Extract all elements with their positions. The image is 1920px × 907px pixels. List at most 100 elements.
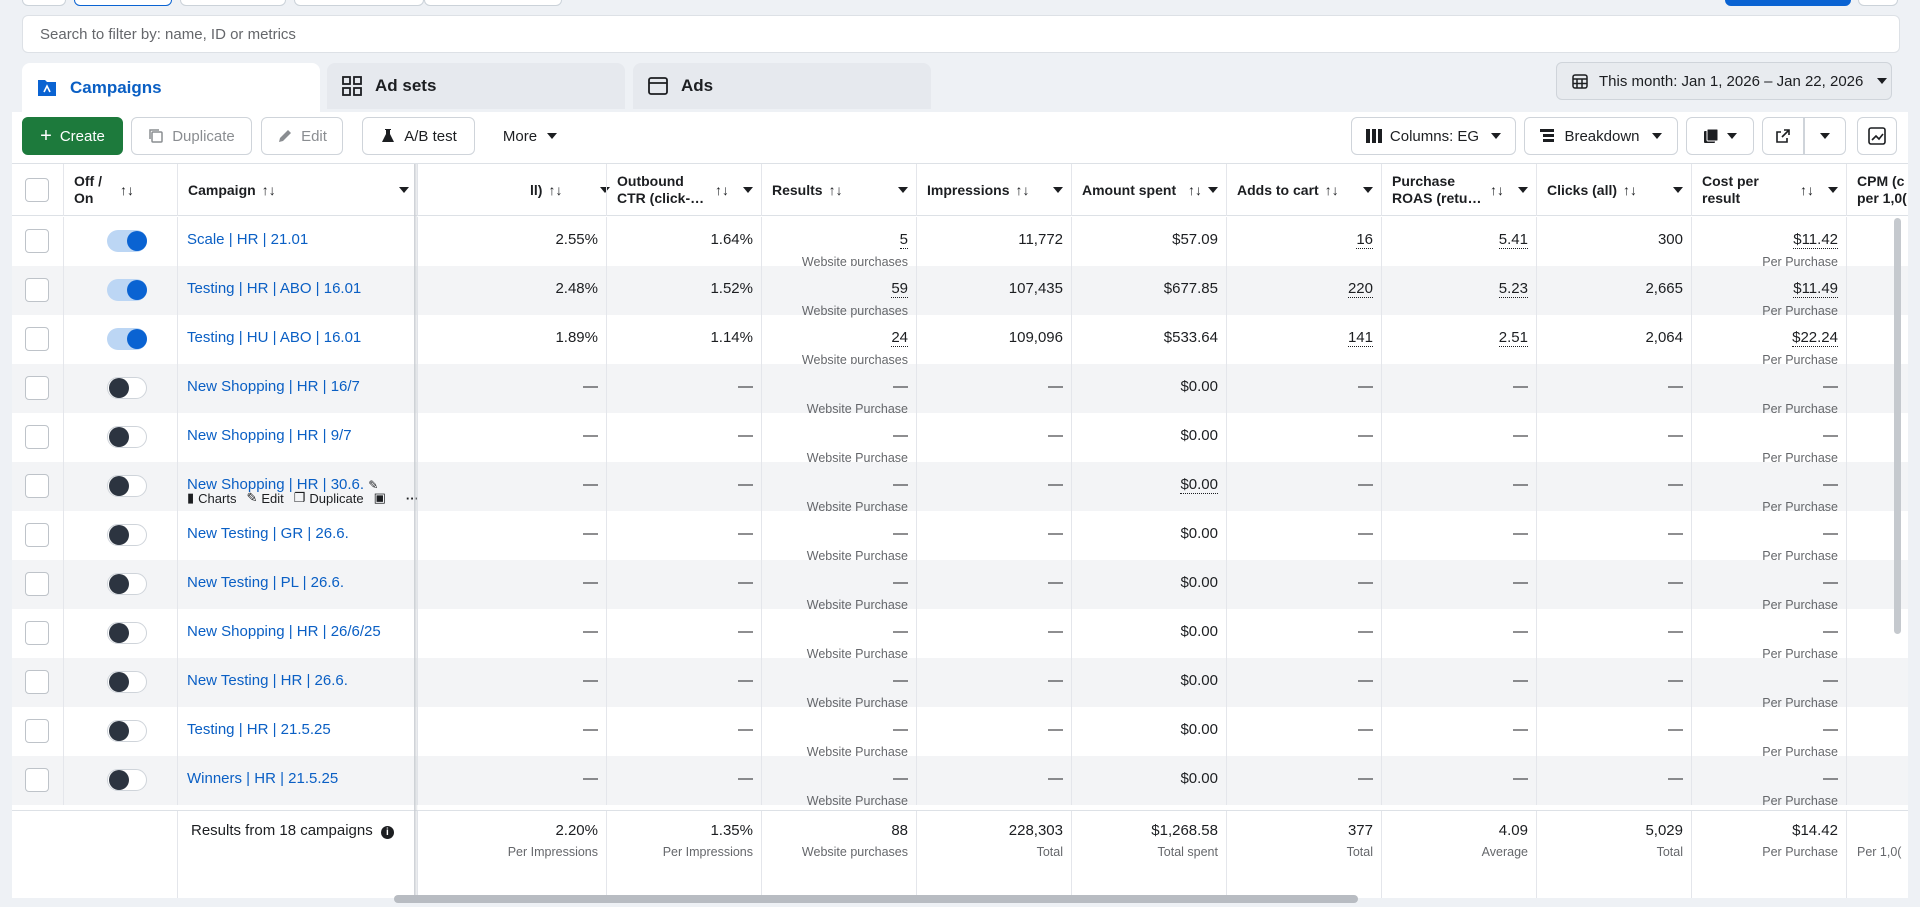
delivery-toggle[interactable] bbox=[107, 230, 147, 252]
sort-icon[interactable]: ↑↓ bbox=[1188, 181, 1202, 198]
row-checkbox[interactable] bbox=[25, 229, 49, 253]
header-select-all[interactable] bbox=[12, 164, 63, 216]
table-row[interactable]: New Shopping | HR | 16/7 — — — Website Purch… bbox=[12, 364, 1908, 416]
charts-action[interactable]: ▮ Charts bbox=[187, 490, 236, 506]
delivery-toggle[interactable] bbox=[107, 573, 147, 595]
sort-icon[interactable]: ↑↓ bbox=[1800, 181, 1814, 198]
header-ctr-all[interactable]: ll) ↑↓ bbox=[417, 164, 618, 216]
table-row[interactable]: Winners | HR | 21.5.25 — — — Website Purchas… bbox=[12, 756, 1908, 808]
row-checkbox[interactable] bbox=[25, 719, 49, 743]
date-range-picker[interactable]: This month: Jan 1, 2026 – Jan 22, 2026 bbox=[1556, 62, 1892, 100]
sort-icon[interactable]: ↑↓ bbox=[548, 181, 563, 198]
sort-icon[interactable]: ↑↓ bbox=[828, 181, 843, 198]
delivery-toggle[interactable] bbox=[107, 328, 147, 350]
chevron-down-icon[interactable] bbox=[1518, 187, 1528, 193]
sort-icon[interactable]: ↑↓ bbox=[715, 181, 729, 198]
breakdown-button[interactable]: Breakdown bbox=[1524, 117, 1678, 155]
table-row[interactable]: New Testing | PL | 26.6. — — — Website Purch… bbox=[12, 560, 1908, 612]
top-button-6[interactable] bbox=[1858, 0, 1898, 6]
chevron-down-icon[interactable] bbox=[1208, 187, 1218, 193]
row-checkbox[interactable] bbox=[25, 523, 49, 547]
row-checkbox[interactable] bbox=[25, 278, 49, 302]
campaign-name-link[interactable]: New Testing | GR | 26.6. bbox=[187, 525, 349, 542]
delivery-toggle[interactable] bbox=[107, 377, 147, 399]
campaign-name-link[interactable]: New Testing | PL | 26.6. bbox=[187, 574, 345, 591]
chevron-down-icon[interactable] bbox=[1363, 187, 1373, 193]
header-adds-to-cart[interactable]: Adds to cart ↑↓ bbox=[1226, 164, 1381, 216]
header-outbound-ctr[interactable]: Outbound CTR (click-… ↑↓ bbox=[606, 164, 761, 216]
top-primary-button[interactable] bbox=[1725, 0, 1851, 6]
row-checkbox[interactable] bbox=[25, 474, 49, 498]
duplicate-button[interactable]: Duplicate bbox=[131, 117, 252, 155]
table-row[interactable]: Scale | HR | 21.01 2.55% 1.64% 5 Website pur… bbox=[12, 217, 1908, 269]
row-checkbox[interactable] bbox=[25, 425, 49, 449]
campaign-name-link[interactable]: New Testing | HR | 26.6. bbox=[187, 672, 348, 689]
campaign-name-link[interactable]: New Shopping | HR | 9/7 bbox=[187, 427, 352, 444]
header-cpm[interactable]: CPM (c per 1,0( bbox=[1846, 164, 1908, 216]
campaign-name-link[interactable]: Winners | HR | 21.5.25 bbox=[187, 770, 339, 787]
campaign-name-link[interactable]: New Shopping | HR | 30.6. bbox=[187, 476, 365, 493]
more-button[interactable]: More bbox=[489, 117, 571, 155]
table-row[interactable]: New Shopping | HR | 9/7 — — — Website Purcha… bbox=[12, 413, 1908, 465]
delivery-toggle[interactable] bbox=[107, 622, 147, 644]
header-results[interactable]: Results ↑↓ bbox=[761, 164, 916, 216]
top-button-3[interactable] bbox=[180, 0, 286, 6]
header-cost-per-result[interactable]: Cost per result ↑↓ bbox=[1691, 164, 1846, 216]
top-button-1[interactable] bbox=[22, 0, 66, 6]
row-checkbox[interactable] bbox=[25, 621, 49, 645]
row-checkbox[interactable] bbox=[25, 572, 49, 596]
horizontal-scrollbar[interactable] bbox=[394, 895, 1358, 903]
chevron-down-icon[interactable] bbox=[399, 187, 409, 193]
tab-ad-sets[interactable]: Ad sets bbox=[327, 63, 625, 109]
columns-button[interactable]: Columns: EG bbox=[1351, 117, 1516, 155]
sort-icon[interactable]: ↑↓ bbox=[120, 181, 134, 198]
header-clicks-all[interactable]: Clicks (all) ↑↓ bbox=[1536, 164, 1691, 216]
top-button-4[interactable] bbox=[294, 0, 424, 6]
delivery-toggle[interactable] bbox=[107, 720, 147, 742]
table-row[interactable]: New Testing | HR | 26.6. — — — Website Purch… bbox=[12, 658, 1908, 710]
row-checkbox[interactable] bbox=[25, 768, 49, 792]
table-row[interactable]: Testing | HU | ABO | 16.01 1.89% 1.14% 24 We… bbox=[12, 315, 1908, 367]
row-checkbox[interactable] bbox=[25, 376, 49, 400]
table-row[interactable]: New Shopping | HR | 30.6. ✎ ▮ Charts ✎ Edi… bbox=[12, 462, 1908, 514]
table-row[interactable]: New Shopping | HR | 26/6/25 — — — Website Pu… bbox=[12, 609, 1908, 661]
delivery-toggle[interactable] bbox=[107, 279, 147, 301]
campaign-name-link[interactable]: Testing | HR | ABO | 16.01 bbox=[187, 280, 362, 297]
header-impressions[interactable]: Impressions ↑↓ bbox=[916, 164, 1071, 216]
row-checkbox[interactable] bbox=[25, 327, 49, 351]
search-input[interactable]: Search to filter by: name, ID or metrics bbox=[22, 15, 1900, 53]
table-row[interactable]: New Testing | GR | 26.6. — — — Website Purch… bbox=[12, 511, 1908, 563]
delivery-toggle[interactable] bbox=[107, 671, 147, 693]
select-all-checkbox[interactable] bbox=[25, 178, 49, 202]
sort-icon[interactable]: ↑↓ bbox=[261, 181, 276, 198]
tab-ads[interactable]: Ads bbox=[633, 63, 931, 109]
info-icon[interactable]: i bbox=[380, 826, 394, 839]
chevron-down-icon[interactable] bbox=[1053, 187, 1063, 193]
header-off-on[interactable]: Off / On ↑↓ bbox=[63, 164, 177, 216]
chevron-down-icon[interactable] bbox=[898, 187, 908, 193]
table-row[interactable]: Testing | HR | 21.5.25 — — — Website Purchas… bbox=[12, 707, 1908, 759]
delivery-toggle[interactable] bbox=[107, 524, 147, 546]
create-button[interactable]: + Create bbox=[22, 117, 123, 155]
sort-icon[interactable]: ↑↓ bbox=[1015, 181, 1030, 198]
edit-button[interactable]: Edit bbox=[261, 117, 343, 155]
campaign-name-link[interactable]: Testing | HR | 21.5.25 bbox=[187, 721, 331, 738]
export-dropdown-button[interactable] bbox=[1804, 117, 1846, 155]
tab-campaigns[interactable]: Campaigns bbox=[22, 63, 320, 113]
header-amount-spent[interactable]: Amount spent ↑↓ bbox=[1071, 164, 1226, 216]
export-button[interactable] bbox=[1762, 117, 1804, 155]
row-checkbox[interactable] bbox=[25, 670, 49, 694]
chevron-down-icon[interactable] bbox=[1673, 187, 1683, 193]
campaign-name-link[interactable]: Testing | HU | ABO | 16.01 bbox=[187, 329, 362, 346]
campaign-name-link[interactable]: Scale | HR | 21.01 bbox=[187, 231, 309, 248]
sort-icon[interactable]: ↑↓ bbox=[1324, 181, 1339, 198]
charts-toggle-button[interactable] bbox=[1857, 117, 1897, 155]
duplicate-action[interactable]: ❐ Duplicate bbox=[294, 490, 364, 506]
sort-icon[interactable]: ↑↓ bbox=[1490, 181, 1504, 198]
table-row[interactable]: Testing | HR | ABO | 16.01 2.48% 1.52% 59 We… bbox=[12, 266, 1908, 318]
header-purchase-roas[interactable]: Purchase ROAS (retu… ↑↓ bbox=[1381, 164, 1536, 216]
vertical-scrollbar[interactable] bbox=[1894, 218, 1901, 634]
campaign-name-link[interactable]: New Shopping | HR | 16/7 bbox=[187, 378, 360, 395]
edit-action[interactable]: ✎ Edit bbox=[246, 490, 283, 506]
chevron-down-icon[interactable] bbox=[600, 187, 610, 193]
